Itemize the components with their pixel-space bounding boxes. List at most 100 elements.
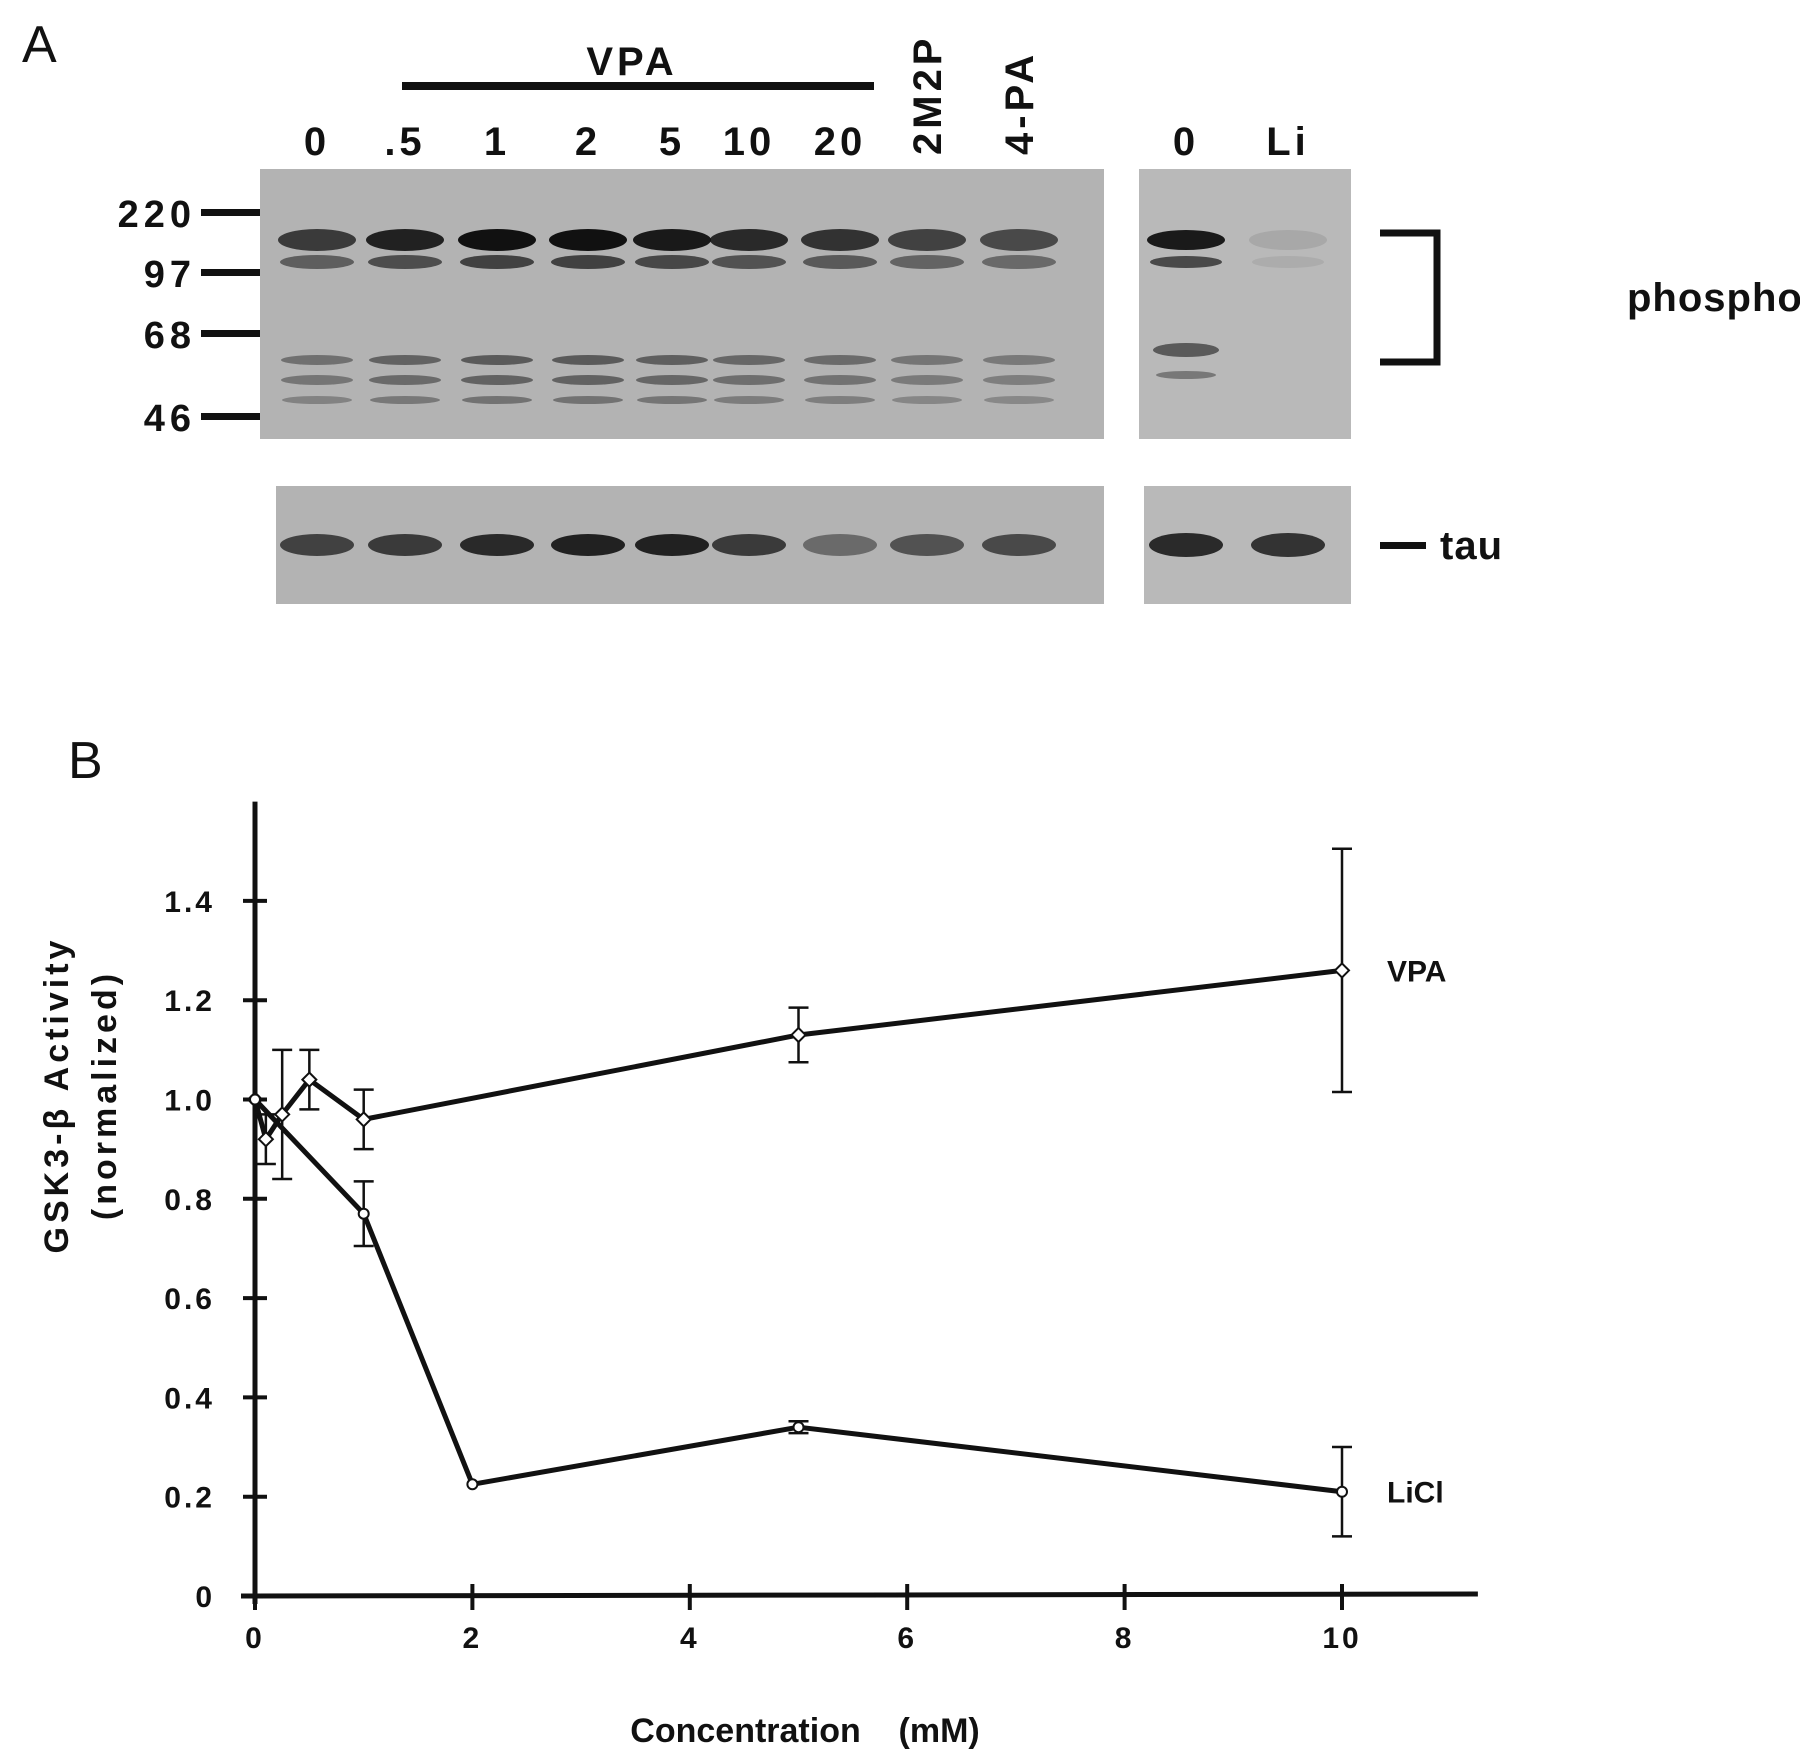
data-point-licl: [249, 1093, 261, 1106]
lane-label: Li: [1266, 120, 1310, 164]
blot-band: [1156, 371, 1216, 379]
blot-band: [803, 534, 877, 556]
blot-band: [890, 534, 964, 556]
blot-band: [1251, 533, 1325, 557]
data-point-vpa: [273, 1105, 291, 1123]
mw-marker-dash: [201, 209, 260, 216]
blot-band: [1249, 230, 1327, 250]
blot-band: [461, 375, 533, 385]
y-tick-label: 0: [195, 1581, 215, 1614]
blot-band: [278, 229, 356, 251]
lane-label: 10: [723, 120, 776, 164]
y-axis-label: GSK3-β Activity: [38, 937, 76, 1254]
blot-band: [549, 229, 627, 251]
y-tick-label: 0.4: [164, 1382, 215, 1415]
blot-band: [369, 355, 441, 365]
panel-b-label: B: [68, 732, 103, 790]
blot-band: [366, 229, 444, 251]
blot-band: [983, 355, 1055, 365]
phospho-blot-right: [1139, 169, 1351, 439]
blot-band: [890, 255, 964, 269]
data-point-vpa: [355, 1110, 373, 1128]
panel-a-label: A: [22, 16, 57, 74]
y-tick-label: 0.2: [164, 1482, 215, 1515]
mw-marker-label: 220: [118, 194, 196, 236]
blot-band: [1252, 256, 1324, 268]
line-chart: 0 0.2 0.4 0.6 0.8 1.0 1.2 1.4 0 2 4 6 8 10 VPA LiCl: [164, 801, 1478, 1655]
blot-band: [282, 396, 352, 404]
blot-band: [552, 375, 624, 385]
blot-band: [462, 396, 532, 404]
data-point-vpa: [257, 1130, 275, 1148]
blot-band: [712, 534, 786, 556]
vpa-group-label: VPA: [586, 40, 677, 84]
blot-band: [803, 255, 877, 269]
blot-band: [714, 396, 784, 404]
blot-band: [891, 375, 963, 385]
mw-marker-dash: [201, 413, 260, 420]
mw-markers: 220 97 68 46: [118, 194, 260, 440]
blot-band: [892, 396, 962, 404]
data-point-vpa: [300, 1071, 318, 1089]
vpa-group-bar: [402, 82, 874, 90]
lane-labels: 0 .5 1 2 5 10 20 2M2P 4-PA 0 Li: [304, 35, 1310, 165]
blot-band: [713, 375, 785, 385]
blot-band: [553, 396, 623, 404]
blot-band: [637, 396, 707, 404]
y-tick-label: 0.8: [164, 1184, 215, 1217]
y-axis-label-normalized: (normalized): [86, 970, 124, 1220]
data-point-vpa: [790, 1026, 807, 1044]
mw-marker-dash: [201, 269, 260, 276]
data-point-licl: [792, 1421, 805, 1434]
blot-band: [635, 534, 709, 556]
x-tick-label: 0: [245, 1622, 265, 1655]
x-tick-label: 2: [463, 1622, 483, 1655]
blot-band: [552, 355, 624, 365]
x-tick-label: 4: [680, 1622, 700, 1655]
mw-marker-label: 46: [144, 398, 196, 440]
tau-marker-dash: [1380, 542, 1426, 549]
phospho-blot-main: [260, 169, 1104, 439]
blot-band: [712, 255, 786, 269]
mw-marker-label: 97: [144, 254, 196, 296]
data-point-licl: [1336, 1485, 1348, 1498]
lane-label: 4-PA: [998, 51, 1042, 155]
x-axis: [240, 1591, 1478, 1599]
blot-band: [980, 229, 1058, 251]
x-tick-label: 6: [897, 1622, 917, 1655]
blot-band: [888, 229, 966, 251]
phospho-tau-bracket: [1380, 229, 1441, 366]
x-axis-label: Concentration (mM): [630, 1712, 979, 1750]
blot-band: [1153, 343, 1219, 357]
mw-marker-label: 68: [144, 315, 196, 357]
blot-band: [984, 396, 1054, 404]
lane-label: 5: [659, 120, 685, 164]
blot-band: [458, 229, 536, 251]
lane-label: .5: [384, 120, 425, 164]
blot-band: [805, 396, 875, 404]
blot-band: [460, 255, 534, 269]
lane-label: 0: [1173, 120, 1199, 164]
blot-band: [633, 229, 711, 251]
lane-label: 20: [814, 120, 867, 164]
blot-band: [368, 255, 442, 269]
blot-band: [804, 375, 876, 385]
blot-band: [636, 355, 708, 365]
lane-label: 1: [484, 120, 510, 164]
lane-label: 2M2P: [906, 35, 950, 156]
lane-label: 2: [575, 120, 601, 164]
blot-band: [982, 255, 1056, 269]
blot-band: [713, 355, 785, 365]
blot-band: [280, 534, 354, 556]
blot-band: [635, 255, 709, 269]
blot-band: [801, 229, 879, 251]
y-tick-label: 1.2: [164, 985, 215, 1018]
blot-band: [804, 355, 876, 365]
data-point-licl: [466, 1478, 479, 1491]
y-tick-label: 1.0: [164, 1085, 215, 1118]
blot-band: [460, 534, 534, 556]
data-point-licl: [357, 1207, 370, 1220]
y-tick-label: 1.4: [164, 886, 215, 919]
blot-band: [710, 229, 788, 251]
